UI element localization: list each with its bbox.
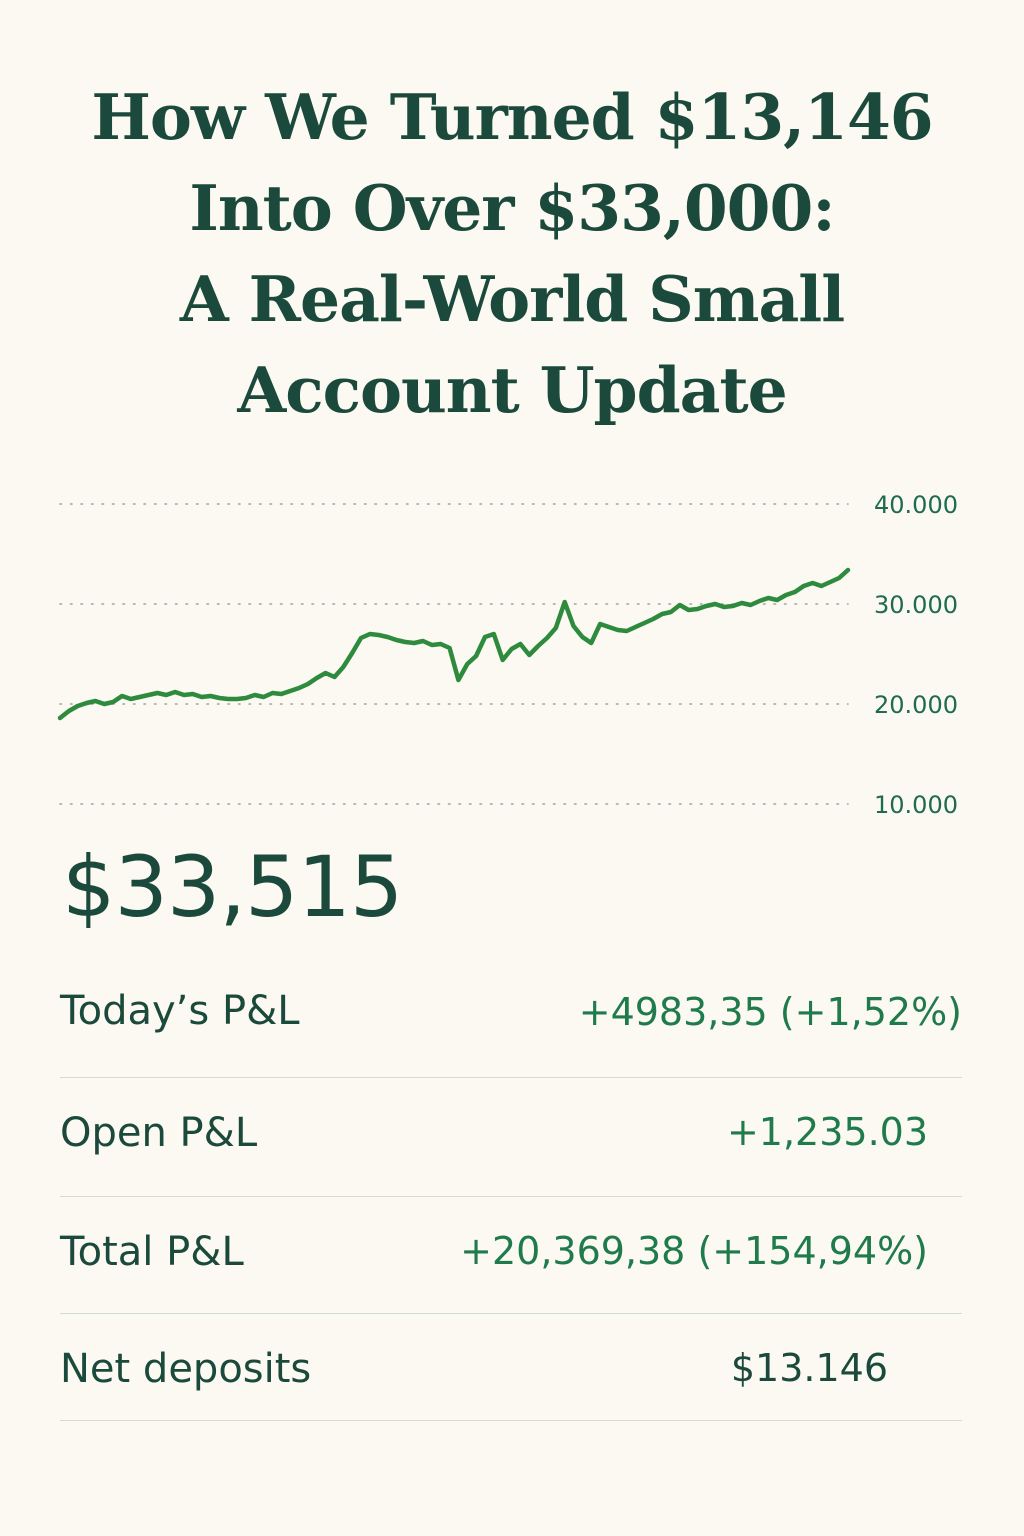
stat-value: $13.146 — [730, 1346, 888, 1390]
stat-row-todays-pnl: Today’s P&L +4983,35 (+1,52%) — [60, 958, 962, 1078]
stats-list: Today’s P&L +4983,35 (+1,52%) Open P&L +… — [60, 958, 962, 1421]
series-line — [57, 567, 851, 721]
stat-row-open-pnl: Open P&L +1,235.03 — [60, 1078, 962, 1197]
portfolio-line-chart: 40.000 30.000 20.000 10.000 — [57, 491, 958, 819]
y-tick-label: 20.000 — [874, 691, 958, 719]
stat-row-net-deposits: Net deposits $13.146 — [60, 1314, 962, 1421]
stat-label: Total P&L — [60, 1229, 244, 1275]
stat-label: Open P&L — [60, 1110, 258, 1156]
stat-label: Today’s P&L — [60, 988, 300, 1034]
account-balance: $33,515 — [62, 838, 403, 936]
page-title: How We Turned $13,146 Into Over $33,000:… — [40, 72, 984, 436]
stat-label: Net deposits — [60, 1346, 312, 1392]
title-line: A Real-World Small — [179, 262, 845, 336]
title-line: Into Over $33,000: — [189, 171, 835, 245]
y-tick-label: 10.000 — [874, 791, 958, 819]
title-line: How We Turned $13,146 — [91, 80, 933, 154]
y-tick-label: 40.000 — [874, 491, 958, 519]
stat-value: +1,235.03 — [726, 1110, 928, 1154]
stat-row-total-pnl: Total P&L +20,369,38 (+154,94%) — [60, 1197, 962, 1314]
y-tick-label: 30.000 — [874, 591, 958, 619]
stat-value: +4983,35 (+1,52%) — [578, 990, 962, 1034]
stat-value: +20,369,38 (+154,94%) — [460, 1229, 928, 1273]
title-line: Account Update — [237, 353, 787, 427]
